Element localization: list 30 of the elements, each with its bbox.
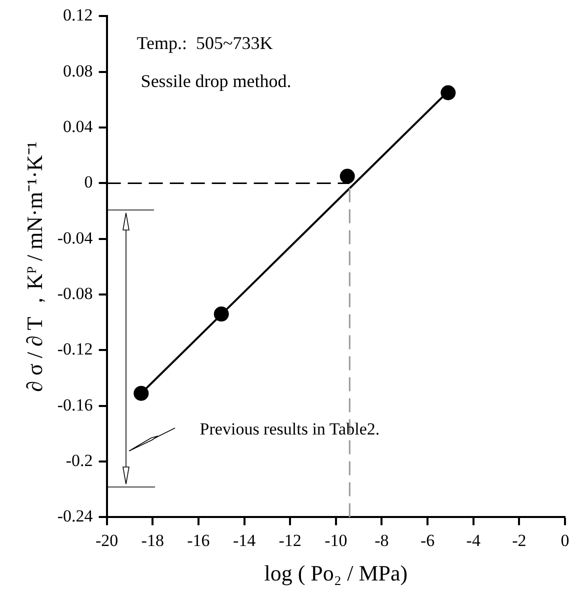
x-tick-label: -16 [187,530,210,550]
x-tick-label: -18 [141,530,164,550]
x-axis-title: log ( Po₂ / MPa) [264,560,408,586]
y-tick-label: -0.16 [57,395,93,414]
y-tick-label: -0.04 [57,228,94,248]
y-tick-label: -0.08 [57,284,93,303]
point [440,85,456,100]
x-tick-label: -12 [278,530,302,550]
x-tick-label: -4 [466,530,481,550]
y-tick-label: 0.08 [63,61,93,80]
annotation: Temp.: 505~733K [136,32,273,53]
y-tick-label: 0 [84,172,93,192]
x-tick-label: -8 [374,530,389,550]
x-tick-label: -14 [232,530,256,550]
x-tick-label: -2 [512,530,526,550]
annotation: Sessile drop method. [140,70,292,91]
y-axis-title: ∂ σ / ∂ T ，Kᴾ / mN·m⁻¹·K⁻¹ [22,141,47,392]
y-tick-label: 0.12 [63,6,93,25]
y-tick-label: -0.24 [57,506,94,526]
y-tick-label: -0.2 [66,451,93,470]
x-tick-label: -10 [324,530,348,550]
point [134,386,149,401]
point [214,306,229,322]
y-tick-label: -0.12 [57,340,93,359]
annotation: Previous results in Table2. [200,420,380,439]
x-tick-label: -20 [95,530,118,550]
point [340,168,355,184]
x-tick-label: -6 [420,530,435,550]
x-tick-label: 0 [560,530,570,550]
y-tick-label: 0.04 [63,117,94,136]
